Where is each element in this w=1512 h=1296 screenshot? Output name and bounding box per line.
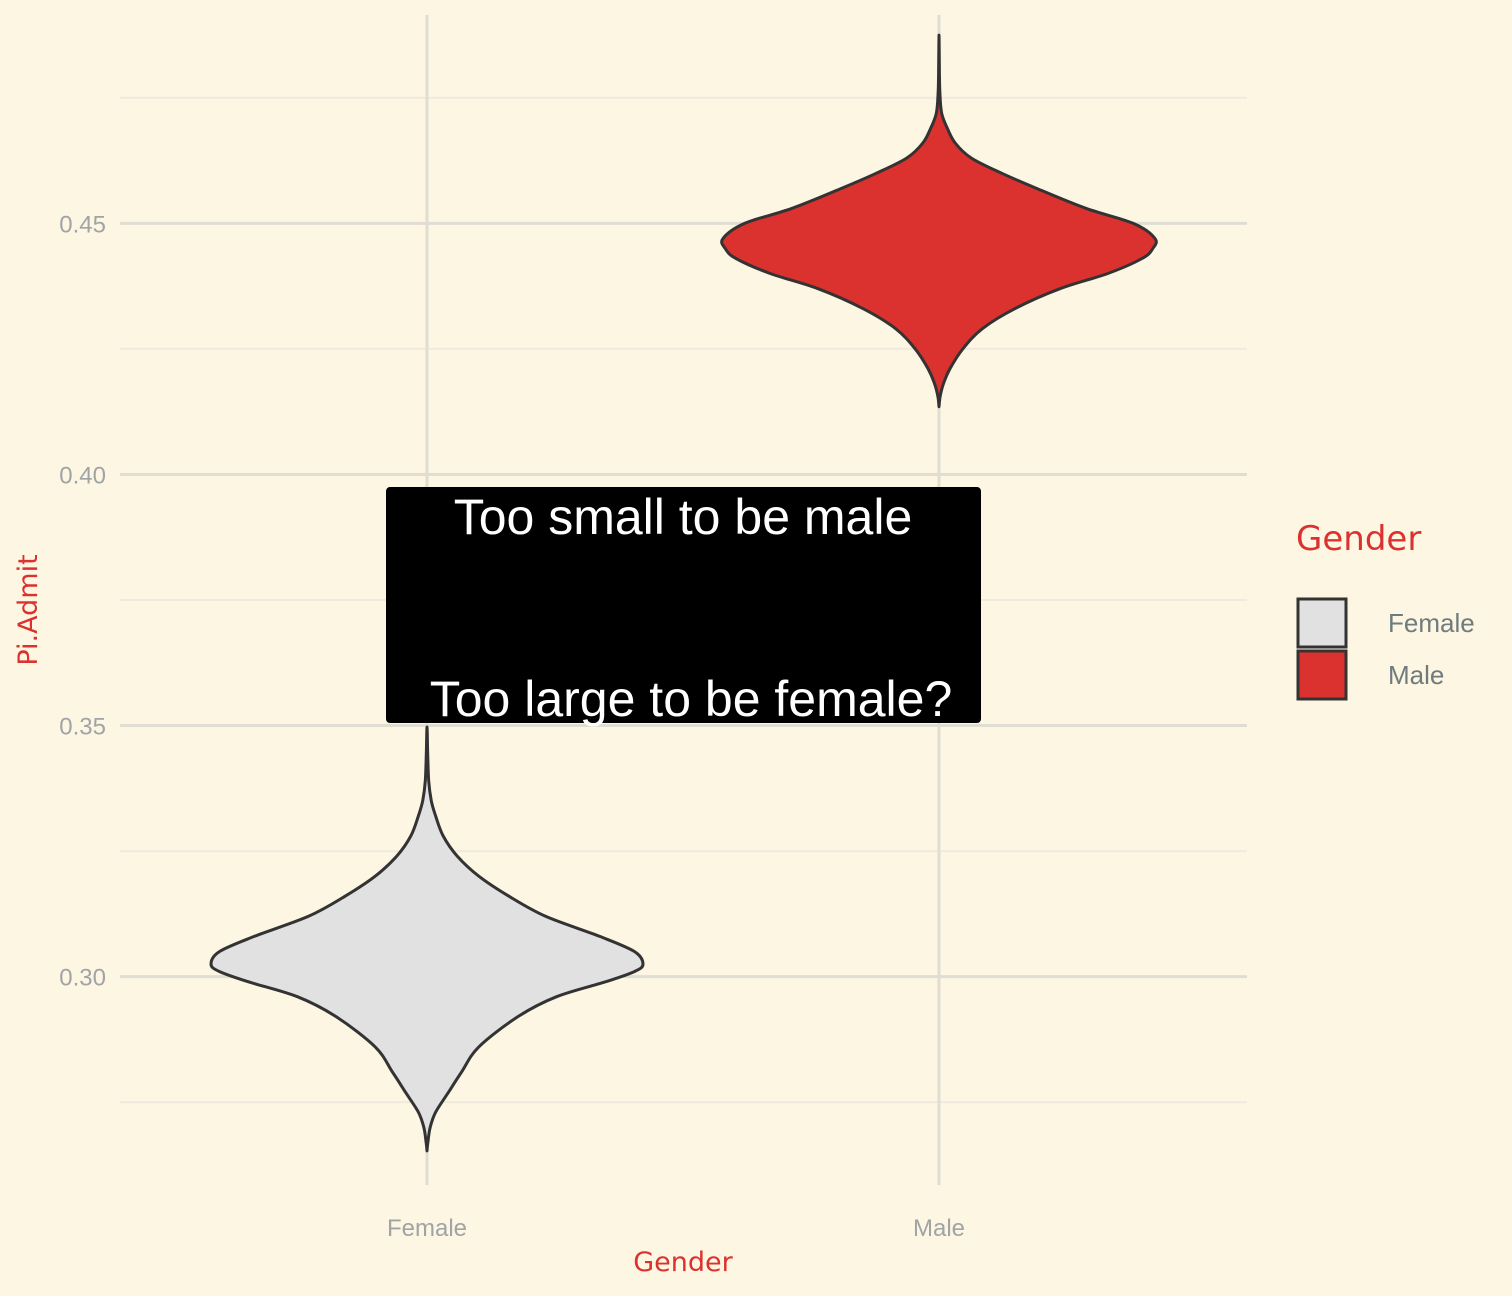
x-tick-label: Female bbox=[387, 1215, 467, 1242]
legend-label-female: Female bbox=[1388, 608, 1475, 638]
y-tick-label: 0.35 bbox=[59, 714, 106, 741]
annotation-background bbox=[386, 487, 981, 724]
annotation-line-2: Too large to be female? bbox=[430, 671, 953, 727]
annotation-box: Too small to be male Too large to be fem… bbox=[386, 487, 981, 727]
legend-swatch-female bbox=[1296, 597, 1348, 649]
violins bbox=[209, 33, 1158, 1153]
y-tick-label: 0.45 bbox=[59, 211, 106, 238]
x-tick-label: Male bbox=[913, 1215, 965, 1242]
violin-female bbox=[209, 725, 645, 1153]
legend-swatch-male bbox=[1296, 649, 1348, 701]
legend: Gender Female Male bbox=[1296, 519, 1475, 701]
y-tick-label: 0.30 bbox=[59, 965, 106, 992]
legend-entries: Female Male bbox=[1296, 597, 1475, 701]
y-axis-tick-labels: 0.30 0.35 0.40 0.45 bbox=[59, 211, 106, 991]
annotation-line-1: Too small to be male bbox=[454, 489, 913, 545]
y-tick-label: 0.40 bbox=[59, 462, 106, 489]
violin-male bbox=[720, 33, 1158, 409]
legend-label-male: Male bbox=[1388, 660, 1444, 690]
legend-title: Gender bbox=[1296, 519, 1421, 559]
x-axis-tick-labels: Female Male bbox=[387, 1215, 965, 1242]
y-axis-title: Pi.Admit bbox=[13, 554, 44, 665]
x-axis-title: Gender bbox=[633, 1247, 733, 1278]
